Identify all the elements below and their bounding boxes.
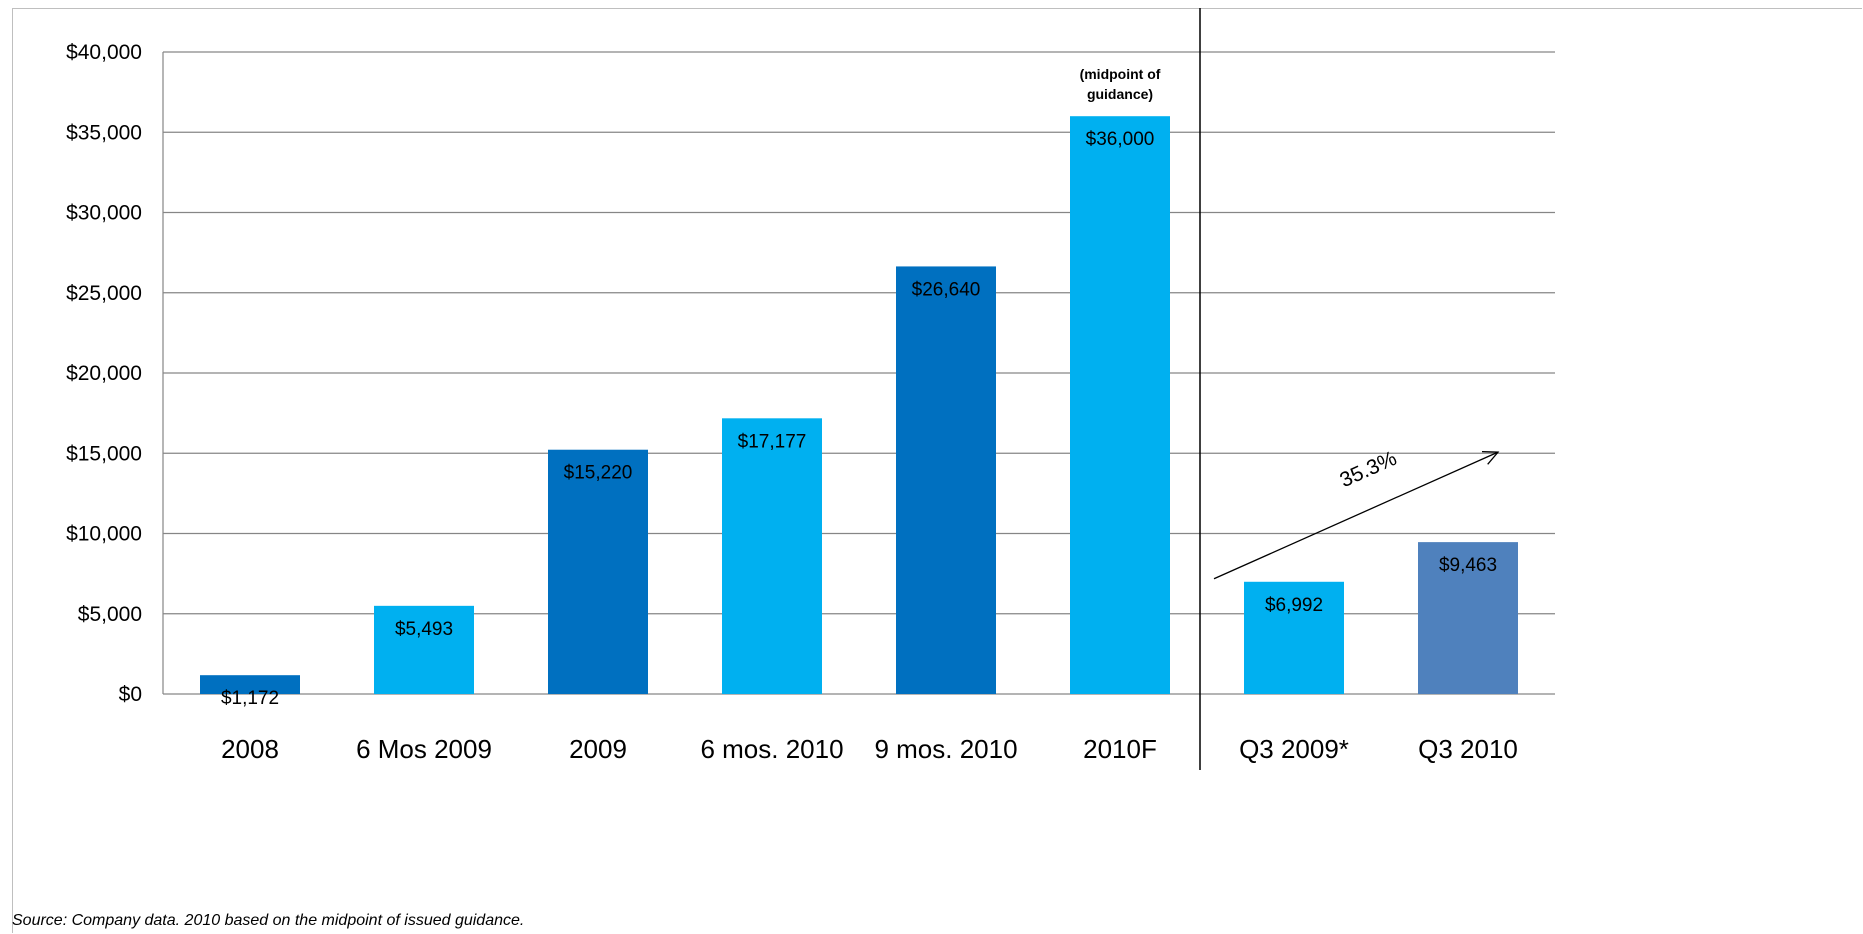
data-label: $15,220 bbox=[564, 463, 633, 484]
data-label: $17,177 bbox=[738, 431, 807, 452]
data-label: $36,000 bbox=[1086, 129, 1155, 150]
category-label: 9 mos. 2010 bbox=[874, 734, 1017, 764]
category-label: 2010F bbox=[1083, 734, 1157, 764]
data-label: $5,493 bbox=[395, 619, 453, 640]
y-tick-label: $15,000 bbox=[66, 442, 142, 465]
source-footnote: Source: Company data. 2010 based on the … bbox=[12, 912, 525, 929]
growth-arrow-head bbox=[1481, 450, 1500, 465]
bar bbox=[1070, 116, 1170, 694]
category-label: Q3 2009* bbox=[1239, 734, 1349, 764]
annotation-label: guidance) bbox=[1087, 86, 1153, 102]
category-label: Q3 2010 bbox=[1418, 734, 1518, 764]
category-label: 2008 bbox=[221, 734, 279, 764]
growth-arrow bbox=[1213, 451, 1499, 580]
y-tick-label: $0 bbox=[119, 683, 142, 706]
y-tick-label: $20,000 bbox=[66, 362, 142, 385]
y-tick-label: $40,000 bbox=[66, 41, 142, 64]
chart-frame bbox=[12, 8, 1862, 933]
category-label: 6 Mos 2009 bbox=[356, 734, 492, 764]
y-tick-label: $10,000 bbox=[66, 523, 142, 546]
bar bbox=[896, 266, 996, 694]
y-tick-label: $25,000 bbox=[66, 282, 142, 305]
bar bbox=[200, 675, 300, 694]
y-tick-label: $30,000 bbox=[66, 202, 142, 225]
bar bbox=[1244, 581, 1344, 694]
y-tick-label: $5,000 bbox=[78, 603, 142, 626]
bar bbox=[548, 449, 648, 694]
category-label: 6 mos. 2010 bbox=[700, 734, 843, 764]
bar bbox=[374, 605, 474, 694]
bar bbox=[722, 418, 822, 694]
data-label: $6,992 bbox=[1265, 595, 1323, 616]
data-label: $26,640 bbox=[912, 279, 981, 300]
category-label: 2009 bbox=[569, 734, 627, 764]
bar bbox=[1418, 542, 1518, 694]
y-tick-label: $35,000 bbox=[66, 121, 142, 144]
data-label: $9,463 bbox=[1439, 555, 1497, 576]
annotation-label: (midpoint of bbox=[1080, 66, 1161, 82]
data-label: $1,172 bbox=[221, 688, 279, 709]
